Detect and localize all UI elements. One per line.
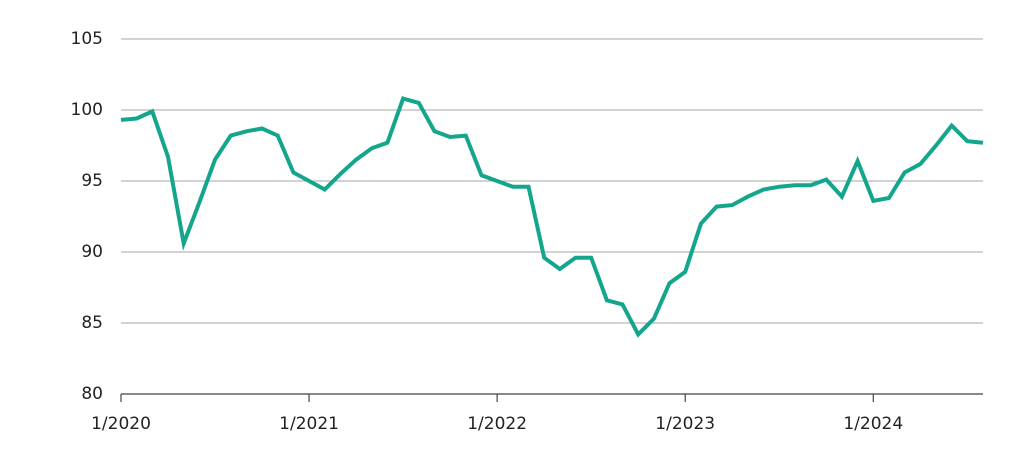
- x-tick-label: 1/2021: [279, 414, 339, 434]
- y-tick-label: 100: [71, 100, 103, 120]
- y-tick-label: 80: [81, 384, 103, 404]
- x-tick-label: 1/2020: [91, 414, 151, 434]
- x-tick-label: 1/2024: [843, 414, 903, 434]
- x-tick-label: 1/2022: [467, 414, 527, 434]
- y-tick-label: 95: [81, 171, 103, 191]
- y-tick-label: 85: [81, 313, 103, 333]
- x-tick-label: 1/2023: [655, 414, 715, 434]
- line: [120, 96, 984, 338]
- y-tick-label: 90: [81, 242, 103, 262]
- y-tick-label: 105: [71, 29, 103, 49]
